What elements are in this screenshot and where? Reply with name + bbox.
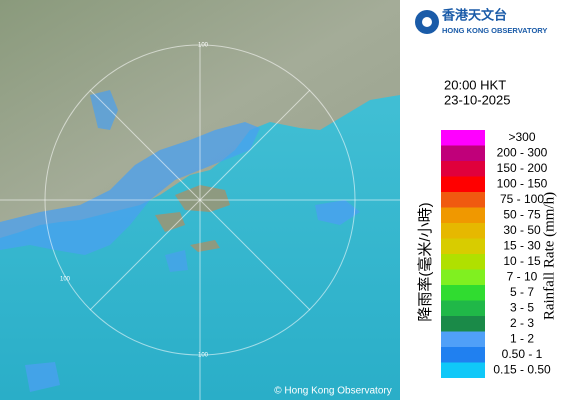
- legend-label: 0.15 - 0.50: [493, 362, 551, 376]
- ring-label: 100: [198, 43, 209, 49]
- legend-label: 30 - 50: [503, 223, 541, 237]
- legend-swatch: [441, 254, 485, 270]
- legend-label: 7 - 10: [507, 269, 538, 283]
- legend-title-zh: 降雨率(毫米/小時): [416, 202, 434, 321]
- legend-label: 15 - 30: [503, 238, 541, 252]
- legend-swatch: [441, 238, 485, 254]
- legend-swatch: [441, 269, 485, 285]
- legend-label: 200 - 300: [497, 145, 548, 159]
- time: 20:00 HKT: [444, 77, 506, 92]
- rain-area: [0, 122, 260, 255]
- rain-area: [315, 200, 360, 225]
- legend-label: 2 - 3: [510, 316, 534, 330]
- ring-label: 100: [60, 277, 71, 283]
- radial-line: [199, 199, 311, 311]
- copyright: © Hong Kong Observatory: [274, 386, 391, 397]
- legend-label: 100 - 150: [497, 176, 548, 190]
- radial-line: [89, 199, 201, 311]
- legend-label: 3 - 5: [510, 300, 534, 314]
- legend-swatch: [441, 176, 485, 192]
- legend-swatch: [441, 207, 485, 223]
- legend-label: 0.50 - 1: [502, 347, 543, 361]
- logo-icon-inner: [422, 17, 432, 27]
- logo-chinese: 香港天文台: [441, 7, 507, 22]
- legend-swatch: [441, 362, 485, 378]
- radial-line: [199, 89, 311, 201]
- rain-area: [165, 250, 188, 272]
- legend-swatch: [441, 223, 485, 239]
- legend-label: 5 - 7: [510, 285, 534, 299]
- logo: 香港天文台 HONG KONG OBSERVATORY: [415, 7, 547, 35]
- range-rings: [0, 44, 400, 400]
- legend-label: 150 - 200: [497, 161, 548, 175]
- legend-label: 10 - 15: [503, 254, 541, 268]
- legend-label: 1 - 2: [510, 331, 534, 345]
- legend-swatch: [441, 331, 485, 347]
- legend-label: >300: [508, 130, 535, 144]
- logo-english: HONG KONG OBSERVATORY: [442, 26, 547, 35]
- legend-swatch: [441, 161, 485, 177]
- legend-swatch: [441, 300, 485, 316]
- island: [155, 212, 185, 232]
- rain-area: [25, 362, 60, 392]
- ring-labels: 100 100 100: [60, 43, 209, 359]
- legend-swatch: [441, 192, 485, 208]
- legend-label: 50 - 75: [503, 207, 541, 221]
- island: [190, 240, 220, 252]
- legend-swatch: [441, 285, 485, 301]
- legend-swatch: [441, 347, 485, 363]
- radial-line: [89, 89, 201, 201]
- legend-swatch: [441, 145, 485, 161]
- island: [175, 185, 230, 212]
- legend-swatch: [441, 316, 485, 332]
- radar-map: 100 100 100 © Hong Kong Observatory: [0, 0, 400, 400]
- ring-label: 100: [198, 353, 209, 359]
- legend-swatch: [441, 130, 485, 146]
- legend-title-en: Rainfall Rate (mm/h): [541, 192, 557, 320]
- legend-label: 75 - 100: [500, 192, 544, 206]
- rain-area: [90, 90, 118, 130]
- date: 23-10-2025: [444, 92, 511, 107]
